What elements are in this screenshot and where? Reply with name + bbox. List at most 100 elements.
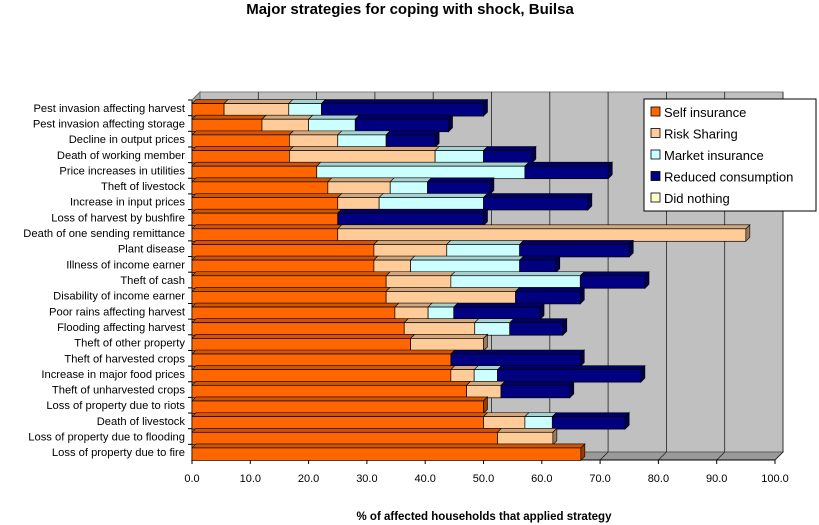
category-label: Death of one sending remittance	[23, 228, 185, 240]
bar-segment	[385, 291, 516, 305]
bar-segment-top	[482, 193, 593, 198]
category-label: Loss of harvest by bushfire	[51, 212, 185, 224]
bar-segment	[551, 416, 626, 430]
bar-segment-top	[191, 412, 489, 417]
bar-segment-end	[587, 192, 593, 211]
bar-segment	[191, 400, 484, 414]
bar-segment	[466, 384, 502, 399]
bar-segment-top	[385, 130, 440, 136]
bar-segment-end	[434, 130, 440, 149]
bar-segment-top	[320, 99, 489, 104]
bar-segment-top	[474, 318, 515, 324]
bar-segment-top	[223, 99, 294, 104]
bar-segment-top	[191, 443, 586, 449]
bar-segment-end	[552, 427, 558, 446]
bar-segment-top	[191, 240, 379, 245]
category-label: Poor rains affecting harvest	[49, 306, 186, 318]
bar-segment	[191, 338, 411, 352]
bar-segment	[337, 228, 747, 242]
x-tick-label: 50.0	[473, 473, 494, 485]
bar-segment	[191, 353, 452, 367]
bar-segment-top	[288, 130, 343, 136]
bar-segment-end	[483, 98, 488, 117]
bar-segment	[378, 197, 484, 211]
category-label: Theft of other property	[74, 338, 185, 350]
bar-segment-top	[450, 349, 586, 355]
category-label: Increase in major food prices	[41, 369, 185, 381]
bar-segment	[191, 212, 339, 226]
x-tick-label: 0.0	[184, 473, 199, 485]
bar-segment-top	[446, 240, 525, 245]
bar-segment-end	[483, 333, 488, 352]
bar-segment	[524, 416, 553, 430]
bar-segment-top	[518, 255, 561, 261]
bar-segment-end	[640, 364, 646, 383]
legend-entry: Market insurance	[664, 148, 764, 163]
x-tick-label: 30.0	[356, 473, 377, 485]
legend: Self insurance Risk Sharing Market insuran…	[643, 98, 817, 212]
bar-segment-top	[409, 334, 489, 339]
x-tick-label: 60.0	[531, 473, 552, 485]
x-tick-label: 80.0	[648, 473, 669, 485]
bar-segment-top	[191, 302, 400, 308]
gridline-floor	[658, 451, 667, 461]
bar-segment-top	[378, 193, 489, 198]
bar-segment-top	[191, 161, 322, 167]
bar-segment-top	[473, 365, 503, 370]
bar-segment-top	[496, 427, 558, 433]
bar-segment	[453, 306, 541, 320]
legend-entry: Self insurance	[664, 105, 746, 120]
bar-segment-top	[482, 412, 530, 417]
bar-segment-top	[191, 396, 489, 402]
bar-segment	[474, 322, 511, 336]
bar-segment	[450, 275, 581, 289]
bar-segment-top	[551, 412, 630, 417]
bar-segment	[473, 369, 498, 383]
bar-segment	[385, 134, 436, 148]
bar-segment	[191, 384, 467, 399]
bar-segment-end	[579, 349, 585, 368]
bar-segment-top	[191, 99, 229, 104]
category-label: Death of livestock	[97, 416, 186, 428]
bar-segment	[337, 197, 380, 211]
bar-segment-end	[531, 145, 537, 164]
bar-segment-top	[191, 427, 503, 433]
bar-segment	[337, 212, 484, 226]
bar-segment-top	[385, 271, 456, 277]
x-tick-label: 40.0	[414, 473, 435, 485]
bar-segment	[519, 244, 630, 258]
legend-swatch	[650, 171, 661, 181]
bar-segment-end	[644, 271, 650, 289]
x-axis-label: % of affected households that applied st…	[357, 511, 613, 523]
gridline-floor	[774, 451, 784, 461]
bar-segment-top	[465, 381, 506, 386]
bar-segment	[373, 244, 448, 258]
bar-segment-top	[403, 318, 480, 324]
bar-segment-top	[394, 302, 433, 308]
category-label: Loss of property due to fire	[52, 447, 185, 459]
bar-segment	[519, 259, 557, 273]
bar-segment	[427, 306, 455, 320]
bar-segment-end	[628, 239, 634, 258]
bar-segment	[450, 353, 581, 367]
bar-segment-top	[337, 224, 751, 230]
x-tick-label: 20.0	[298, 473, 319, 485]
bar-segment-top	[261, 114, 314, 120]
bar-segment-end	[489, 177, 495, 196]
bar-segment-end	[539, 302, 545, 321]
legend-box	[643, 98, 817, 212]
legend-entry: Did nothing	[664, 191, 730, 206]
bar-segment-top	[524, 161, 613, 167]
bar-segment-top	[500, 381, 575, 386]
bar-segment	[403, 322, 476, 336]
category-label: Death of working member	[57, 150, 185, 162]
bar-segment-top	[191, 224, 343, 230]
bar-segment	[191, 103, 225, 117]
bar-segment	[316, 165, 526, 180]
category-label: Theft of cash	[120, 275, 185, 287]
bar-segment-top	[327, 177, 395, 183]
bar-segment-top	[450, 271, 586, 277]
gridline-floor	[716, 451, 725, 461]
bar-segment-top	[191, 193, 343, 198]
